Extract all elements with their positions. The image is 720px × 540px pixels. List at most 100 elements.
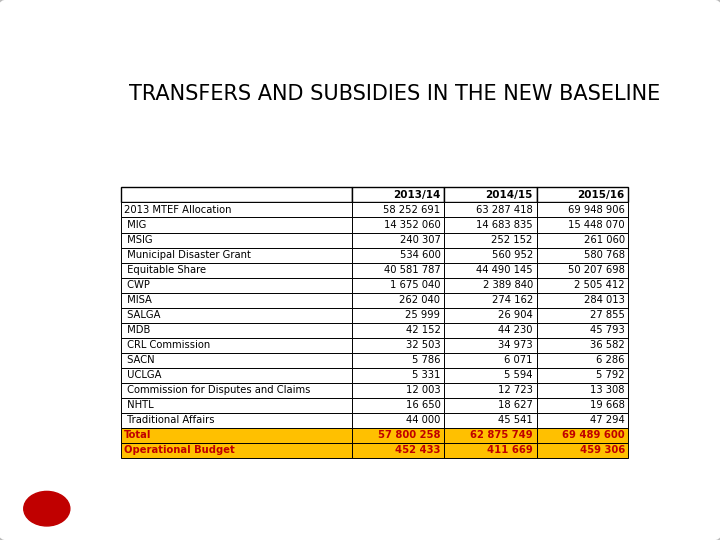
Text: 252 152: 252 152 [492, 235, 533, 245]
Text: 1 675 040: 1 675 040 [390, 280, 441, 290]
Bar [444, 278, 536, 293]
Text: SACN: SACN [124, 355, 155, 365]
Bar [121, 247, 352, 262]
Text: MIG: MIG [124, 220, 146, 230]
Text: MDB: MDB [124, 325, 150, 335]
Bar [444, 368, 536, 383]
Text: 25: 25 [38, 502, 55, 515]
Text: 2015/16: 2015/16 [577, 190, 625, 200]
Text: UCLGA: UCLGA [124, 370, 161, 380]
Text: 36 582: 36 582 [590, 340, 625, 350]
Text: 57 800 258: 57 800 258 [378, 430, 441, 440]
Bar [352, 368, 444, 383]
Text: MSIG: MSIG [124, 235, 153, 245]
Text: 40 581 787: 40 581 787 [384, 265, 441, 275]
Text: 25 999: 25 999 [405, 310, 441, 320]
Text: 50 207 698: 50 207 698 [568, 265, 625, 275]
Bar [352, 322, 444, 338]
Text: 411 669: 411 669 [487, 445, 533, 455]
Bar [536, 293, 629, 308]
Bar [352, 443, 444, 458]
Text: 2 389 840: 2 389 840 [482, 280, 533, 290]
Bar [536, 308, 629, 322]
Text: TRANSFERS AND SUBSIDIES IN THE NEW BASELINE: TRANSFERS AND SUBSIDIES IN THE NEW BASEL… [129, 84, 660, 104]
Text: 240 307: 240 307 [400, 235, 441, 245]
Bar [352, 247, 444, 262]
Bar [536, 413, 629, 428]
Text: 45 793: 45 793 [590, 325, 625, 335]
Bar [444, 218, 536, 233]
Text: 5 331: 5 331 [412, 370, 441, 380]
Bar [444, 428, 536, 443]
Bar [536, 322, 629, 338]
Text: 69 489 600: 69 489 600 [562, 430, 625, 440]
Bar [352, 353, 444, 368]
Bar [121, 353, 352, 368]
Bar [536, 247, 629, 262]
Bar [536, 262, 629, 278]
Text: Total: Total [124, 430, 151, 440]
Text: 12 003: 12 003 [406, 385, 441, 395]
Text: 6 286: 6 286 [596, 355, 625, 365]
Bar [444, 262, 536, 278]
Bar [121, 443, 352, 458]
Bar [121, 383, 352, 397]
Bar [536, 338, 629, 353]
Text: Equitable Share: Equitable Share [124, 265, 206, 275]
Text: 13 308: 13 308 [590, 385, 625, 395]
Text: 42 152: 42 152 [405, 325, 441, 335]
Text: 27 855: 27 855 [590, 310, 625, 320]
Bar [536, 397, 629, 413]
Bar [352, 397, 444, 413]
Text: CRL Commission: CRL Commission [124, 340, 210, 350]
Bar [121, 308, 352, 322]
Text: Commission for Disputes and Claims: Commission for Disputes and Claims [124, 385, 310, 395]
Text: Municipal Disaster Grant: Municipal Disaster Grant [124, 250, 251, 260]
Text: 15 448 070: 15 448 070 [568, 220, 625, 230]
Text: 69 948 906: 69 948 906 [568, 205, 625, 215]
Text: 5 786: 5 786 [412, 355, 441, 365]
Bar [444, 202, 536, 218]
Text: 5 594: 5 594 [505, 370, 533, 380]
Bar [121, 338, 352, 353]
Bar [444, 308, 536, 322]
Bar [536, 368, 629, 383]
Bar [444, 247, 536, 262]
Bar [444, 353, 536, 368]
Bar [121, 233, 352, 247]
Text: 19 668: 19 668 [590, 400, 625, 410]
Bar [444, 338, 536, 353]
Text: Traditional Affairs: Traditional Affairs [124, 415, 215, 425]
Text: Operational Budget: Operational Budget [124, 445, 235, 455]
Bar [352, 262, 444, 278]
Text: 274 162: 274 162 [492, 295, 533, 305]
Text: 12 723: 12 723 [498, 385, 533, 395]
Bar [121, 322, 352, 338]
Bar [352, 293, 444, 308]
Text: 262 040: 262 040 [400, 295, 441, 305]
Bar [121, 262, 352, 278]
Bar [121, 368, 352, 383]
Bar [444, 413, 536, 428]
Bar [444, 383, 536, 397]
Bar [121, 218, 352, 233]
Text: 45 541: 45 541 [498, 415, 533, 425]
Text: 18 627: 18 627 [498, 400, 533, 410]
Text: 14 683 835: 14 683 835 [476, 220, 533, 230]
Text: 261 060: 261 060 [584, 235, 625, 245]
Bar [121, 428, 352, 443]
Bar [536, 383, 629, 397]
Bar [121, 293, 352, 308]
Text: 2013/14: 2013/14 [393, 190, 441, 200]
Text: 452 433: 452 433 [395, 445, 441, 455]
Bar [121, 187, 352, 202]
Bar [121, 397, 352, 413]
Text: 2014/15: 2014/15 [485, 190, 533, 200]
Bar [352, 218, 444, 233]
Bar [444, 397, 536, 413]
Bar [352, 278, 444, 293]
Text: NHTL: NHTL [124, 400, 153, 410]
Bar [536, 278, 629, 293]
Bar [536, 353, 629, 368]
Bar [536, 218, 629, 233]
